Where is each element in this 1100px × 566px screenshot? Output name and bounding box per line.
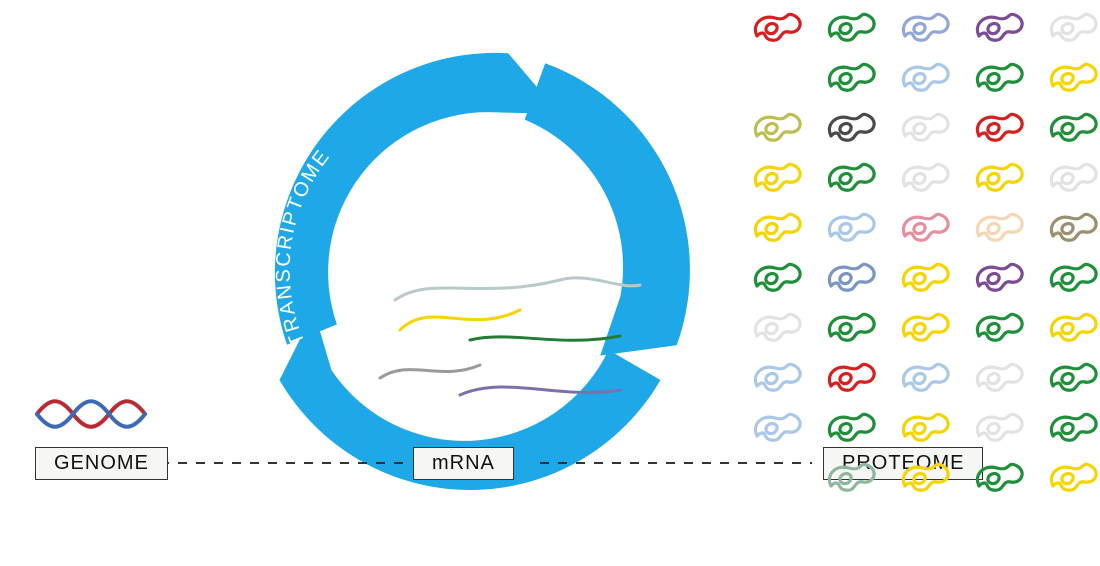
protein-icon	[967, 4, 1027, 50]
protein-icon	[819, 354, 879, 400]
protein-icon	[967, 104, 1027, 150]
protein-icon	[819, 4, 879, 50]
protein-icon	[819, 154, 879, 200]
protein-icon	[819, 304, 879, 350]
protein-icon	[745, 304, 805, 350]
protein-icon	[1041, 104, 1100, 150]
protein-icon	[893, 204, 953, 250]
protein-icon	[819, 204, 879, 250]
protein-icon	[1041, 254, 1100, 300]
protein-icon	[819, 404, 879, 450]
protein-icon	[1041, 404, 1100, 450]
protein-icon	[745, 54, 805, 100]
protein-icon	[967, 354, 1027, 400]
proteome-grid	[745, 4, 1100, 500]
protein-icon	[745, 4, 805, 50]
protein-icon	[819, 104, 879, 150]
protein-icon	[745, 454, 805, 500]
protein-icon	[819, 254, 879, 300]
protein-icon	[893, 4, 953, 50]
protein-icon	[893, 254, 953, 300]
protein-icon	[745, 204, 805, 250]
protein-icon	[745, 354, 805, 400]
protein-icon	[819, 54, 879, 100]
protein-icon	[967, 404, 1027, 450]
protein-icon	[893, 104, 953, 150]
protein-icon	[1041, 204, 1100, 250]
protein-icon	[1041, 454, 1100, 500]
protein-icon	[745, 404, 805, 450]
protein-icon	[1041, 304, 1100, 350]
protein-icon	[967, 454, 1027, 500]
genome-label: GENOME	[35, 447, 168, 480]
protein-icon	[1041, 54, 1100, 100]
protein-icon	[967, 254, 1027, 300]
protein-icon	[967, 54, 1027, 100]
protein-icon	[967, 304, 1027, 350]
protein-icon	[967, 154, 1027, 200]
protein-icon	[1041, 154, 1100, 200]
protein-icon	[893, 354, 953, 400]
protein-icon	[745, 254, 805, 300]
protein-icon	[893, 154, 953, 200]
mrna-label: mRNA	[413, 447, 514, 480]
protein-icon	[819, 454, 879, 500]
protein-icon	[893, 304, 953, 350]
protein-icon	[1041, 4, 1100, 50]
protein-icon	[745, 154, 805, 200]
protein-icon	[1041, 354, 1100, 400]
protein-icon	[745, 104, 805, 150]
protein-icon	[967, 204, 1027, 250]
protein-icon	[893, 404, 953, 450]
protein-icon	[893, 454, 953, 500]
protein-icon	[893, 54, 953, 100]
